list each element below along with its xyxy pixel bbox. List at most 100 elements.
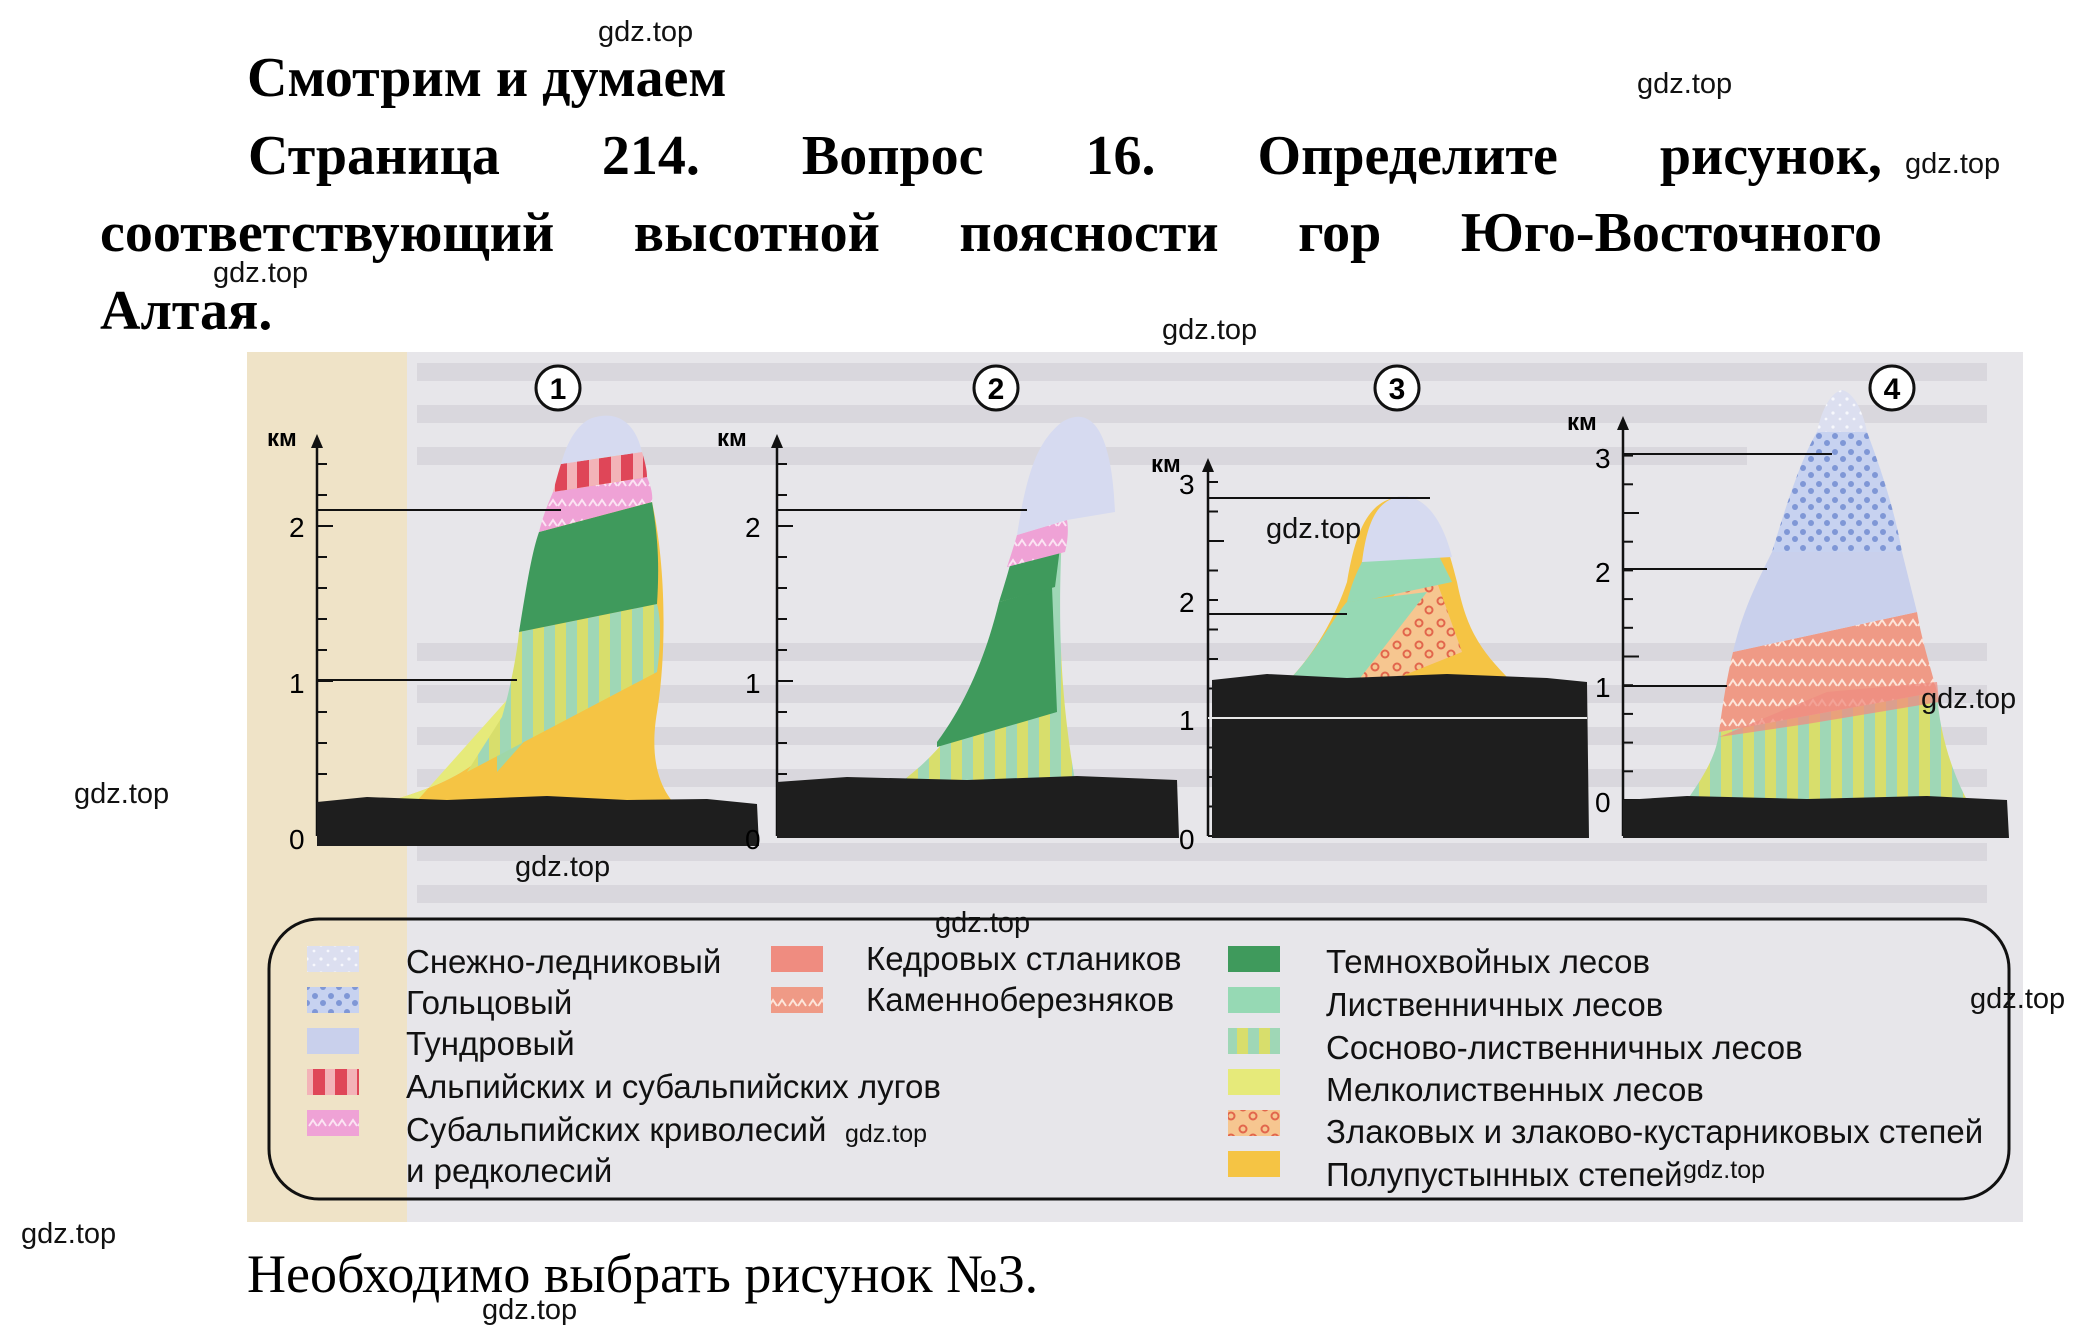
- legend-swatch: [1228, 1069, 1280, 1095]
- altitudinal-zonation-figure: 1 км 0 1 2 2 км: [247, 352, 2023, 1222]
- panel-number-badge: [1373, 364, 1421, 412]
- word: Юго-Восточного: [1460, 202, 1882, 264]
- mountain-panel-4: 4 км 0 1 2 3: [1567, 364, 2009, 838]
- legend-swatch: [771, 946, 823, 972]
- watermark: gdz.top: [1905, 148, 2001, 180]
- tick-label: 1: [1179, 705, 1195, 736]
- legend-label: Кедровых стлаников: [866, 940, 1182, 977]
- word: 16.: [1085, 125, 1156, 187]
- legend-swatch: [1228, 1151, 1280, 1177]
- word: высотной: [633, 202, 880, 264]
- watermark: gdz.top: [1921, 683, 2017, 715]
- legend-label: Темнохвойных лесов: [1326, 943, 1650, 980]
- tick-label: 1: [289, 668, 305, 699]
- y-axis: км 0 1 2: [717, 425, 793, 855]
- legend-label: Альпийских и субальпийских лугов: [406, 1068, 941, 1105]
- legend-swatch: [1228, 1110, 1280, 1136]
- word: 214.: [601, 125, 700, 187]
- ground: [317, 796, 759, 846]
- tick-label: 2: [745, 512, 761, 543]
- panel-number-badge: [1868, 364, 1916, 412]
- tick-label: 2: [289, 512, 305, 543]
- panel-number: 3: [1389, 373, 1406, 406]
- legend-swatch: [307, 1028, 359, 1054]
- watermark: gdz.top: [1162, 314, 1258, 346]
- watermark: gdz.top: [482, 1294, 578, 1326]
- legend-label: Лиственничных лесов: [1326, 986, 1664, 1023]
- axis-unit: км: [1151, 451, 1181, 478]
- legend-frame: [267, 917, 2011, 1201]
- mountain-zones: [1687, 390, 1967, 800]
- axis-unit: км: [267, 425, 297, 452]
- legend-swatch: [307, 987, 359, 1013]
- legend-label: Гольцовый: [406, 984, 573, 1021]
- legend: [267, 917, 2011, 1201]
- legend-label: Мелколиственных лесов: [1326, 1071, 1704, 1108]
- legend-label: Полупустынных степей: [1326, 1156, 1683, 1193]
- mountain-zones: [1287, 496, 1512, 682]
- mountain-panel-1: 1 км 0 1 2: [267, 364, 759, 855]
- legend-swatch: [307, 1069, 359, 1095]
- tick-label: 0: [1595, 787, 1611, 818]
- watermark: gdz.top: [845, 1120, 928, 1148]
- legend-label: Снежно-ледниковый: [406, 943, 722, 980]
- legend-label: Злаковых и злаково-кустарниковых степей: [1326, 1113, 1984, 1150]
- tick-label: 3: [1179, 469, 1195, 500]
- word: Вопрос: [801, 125, 984, 187]
- watermark: gdz.top: [1266, 513, 1362, 545]
- watermark: gdz.top: [74, 778, 170, 810]
- word: гор: [1298, 202, 1382, 264]
- tick-label: 0: [1179, 824, 1195, 855]
- watermark: gdz.top: [515, 851, 611, 883]
- panel-number: 4: [1884, 373, 1901, 406]
- tick-label: 1: [745, 668, 761, 699]
- word: рисунок,: [1659, 125, 1882, 187]
- tick-label: 2: [1595, 557, 1611, 588]
- mountain-zones: [887, 416, 1115, 792]
- mountain-panel-2: 2 км 0 1 2: [717, 364, 1179, 855]
- word: Страница: [248, 125, 500, 187]
- panel-number-badge: [534, 364, 582, 412]
- y-axis: км 0 1 2 3: [1151, 451, 1224, 855]
- panel-number: 1: [550, 373, 567, 406]
- legend-swatch: [307, 946, 359, 972]
- mountain-panel-3: 3 км 0 1 2 3: [1151, 364, 1589, 855]
- ground: [777, 776, 1179, 838]
- legend-label: Сосново-лиственничных лесов: [1326, 1029, 1803, 1066]
- watermark: gdz.top: [1637, 68, 1733, 100]
- legend-label: Субальпийских криволесий: [406, 1111, 827, 1148]
- legend-label: Тундровый: [406, 1025, 575, 1062]
- axis-unit: км: [717, 425, 747, 452]
- watermark: gdz.top: [21, 1218, 117, 1250]
- legend-swatch: [771, 987, 823, 1013]
- watermark: gdz.top: [935, 907, 1031, 939]
- legend-label: Каменноберезняков: [866, 981, 1175, 1018]
- watermark: gdz.top: [1683, 1156, 1766, 1184]
- question-line-3: Алтая.: [100, 280, 273, 342]
- tick-label: 3: [1595, 443, 1611, 474]
- panel-number: 2: [988, 373, 1005, 406]
- panel-number-badge: [972, 364, 1020, 412]
- y-axis: км 0 1 2: [267, 425, 333, 855]
- axis-unit: км: [1567, 409, 1597, 436]
- watermark: gdz.top: [213, 257, 309, 289]
- legend-swatch: [1228, 946, 1280, 972]
- legend-swatch: [307, 1110, 359, 1136]
- question-line-1: Страница 214. Вопрос 16. Определите рису…: [248, 128, 1882, 184]
- word: соответствующий: [100, 202, 555, 264]
- watermark: gdz.top: [598, 16, 694, 48]
- word: поясности: [959, 202, 1219, 264]
- word: Определите: [1257, 125, 1558, 187]
- ground: [1212, 674, 1589, 838]
- legend-label: и редколесий: [406, 1152, 613, 1189]
- tick-label: 2: [1179, 587, 1195, 618]
- question-line-2: соответствующий высотной поясности гор Ю…: [100, 205, 1882, 261]
- answer-text: Необходимо выбрать рисунок №3.: [247, 1244, 1039, 1304]
- mountain-zones: [347, 415, 687, 814]
- tick-label: 0: [289, 824, 305, 855]
- legend-swatch: [1228, 987, 1280, 1013]
- watermark: gdz.top: [1970, 983, 2066, 1015]
- page-title: Смотрим и думаем: [247, 47, 727, 109]
- ground: [1623, 796, 2009, 838]
- tick-label: 1: [1595, 672, 1611, 703]
